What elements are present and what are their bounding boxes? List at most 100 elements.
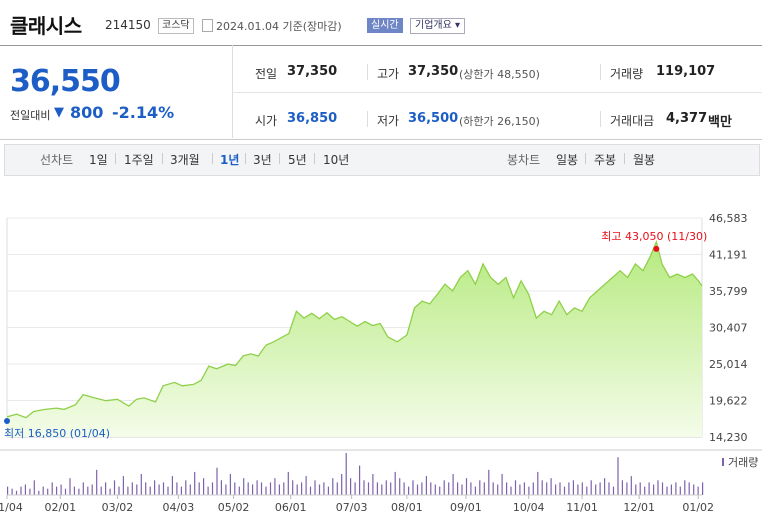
change-percent: -2.14% (112, 103, 175, 122)
period-5y-button[interactable]: 5년 (288, 153, 307, 167)
current-price: 36,550 (10, 64, 121, 99)
volume-bar (421, 482, 423, 495)
volume-bar (238, 486, 240, 495)
volume-bar (158, 484, 160, 495)
volume-bar (305, 476, 307, 495)
market-badge: 코스닥 (158, 18, 194, 34)
volume-bar (385, 480, 387, 495)
divider (367, 64, 368, 80)
period-3y-button[interactable]: 3년 (253, 153, 272, 167)
volume-bar (162, 482, 165, 495)
y-tick-label: 14,230 (709, 431, 748, 444)
y-tick-label: 25,014 (709, 358, 748, 371)
volume-bar (131, 482, 133, 495)
volume-bar (555, 484, 557, 495)
divider (600, 64, 601, 80)
volume-bar (595, 484, 597, 495)
volume-bar (91, 484, 93, 495)
volume-bar (136, 484, 138, 495)
candle-monthly-button[interactable]: 월봉 (633, 153, 656, 167)
y-tick-label: 35,799 (709, 285, 748, 298)
line-chart-label: 선차트 (40, 153, 74, 167)
period-1y-button[interactable]: 1년 (220, 153, 240, 167)
high-value: 37,350 (408, 64, 459, 79)
volume-bar (243, 478, 245, 495)
volume-bar (488, 469, 490, 495)
volume-bar (639, 482, 641, 495)
volume-bar (229, 474, 231, 495)
volume-bar (350, 478, 352, 495)
volume-bar (145, 482, 147, 495)
volume-bar (394, 471, 396, 495)
volume-bar (604, 478, 606, 495)
prev-close-label: 전일 (255, 67, 278, 81)
divider (314, 153, 315, 164)
volume-bar (296, 484, 298, 495)
volume-bar (612, 486, 615, 495)
volume-bar (60, 484, 62, 495)
volume-bar (608, 482, 610, 495)
period-1w-button[interactable]: 1주일 (124, 153, 154, 167)
volume-bar (15, 490, 18, 495)
volume-bar (523, 482, 525, 495)
period-10y-button[interactable]: 10년 (323, 153, 350, 167)
divider (600, 111, 601, 127)
volume-bar (211, 482, 214, 495)
volume-bar (234, 482, 236, 495)
volume-bar (590, 480, 592, 495)
volume-legend: 거래량 (728, 456, 758, 469)
price-chart: 46,583 41,191 35,799 30,407 25,014 19,622 14,2… (0, 212, 762, 514)
volume-bar (100, 486, 102, 495)
volume-bar (220, 480, 222, 495)
volume-bar (363, 480, 365, 495)
volume-bar (198, 482, 200, 495)
volume-bar (314, 480, 316, 495)
company-overview-button[interactable]: 기업개요 ▾ (410, 18, 465, 34)
volume-bar (265, 486, 267, 495)
volume-bar (452, 474, 454, 495)
volume-bar (154, 480, 156, 495)
volume-bar (412, 480, 414, 495)
realtime-button[interactable]: 실시간 (367, 18, 403, 33)
volume-bar (501, 474, 503, 495)
volume-bar (599, 482, 601, 495)
min-marker (4, 418, 10, 424)
x-tick-label: 12/01 (623, 501, 655, 514)
volume-legend-icon (722, 458, 724, 466)
price-panel (0, 45, 762, 140)
prev-close-value: 37,350 (287, 64, 338, 79)
volume-bar (140, 474, 142, 495)
period-1d-button[interactable]: 1일 (89, 153, 108, 167)
volume-bar (657, 480, 659, 495)
x-tick-label: 01/02 (682, 501, 714, 514)
x-tick-label: 01/04 (0, 501, 23, 514)
volume-bar (180, 486, 182, 495)
upper-limit: (상한가 48,550) (459, 68, 540, 81)
volume-bar (167, 486, 169, 495)
x-tick-label: 09/01 (450, 501, 482, 514)
open-value: 36,850 (287, 111, 338, 126)
period-3m-button[interactable]: 3개월 (170, 153, 200, 167)
candle-weekly-button[interactable]: 주봉 (594, 153, 617, 167)
volume-bar (586, 486, 588, 495)
volume-bar (626, 482, 628, 495)
y-tick-label: 19,622 (709, 395, 748, 408)
volume-bar (216, 467, 218, 495)
volume-bar (64, 488, 67, 495)
y-tick-label: 30,407 (709, 321, 748, 334)
low-label: 저가 (377, 114, 400, 128)
volume-bar (483, 482, 485, 495)
period-toolbar (4, 144, 760, 176)
volume-bar (118, 486, 120, 495)
volume-bar (621, 480, 623, 495)
volume-bar (461, 484, 463, 495)
candle-daily-button[interactable]: 일봉 (556, 153, 579, 167)
high-label: 고가 (377, 67, 400, 81)
volume-bar (301, 482, 303, 495)
divider (585, 153, 586, 164)
volume-bar (33, 480, 35, 495)
x-tick-label: 02/01 (44, 501, 76, 514)
volume-bar (474, 486, 476, 495)
y-tick-label: 46,583 (709, 212, 748, 225)
volume-bar (630, 476, 632, 495)
